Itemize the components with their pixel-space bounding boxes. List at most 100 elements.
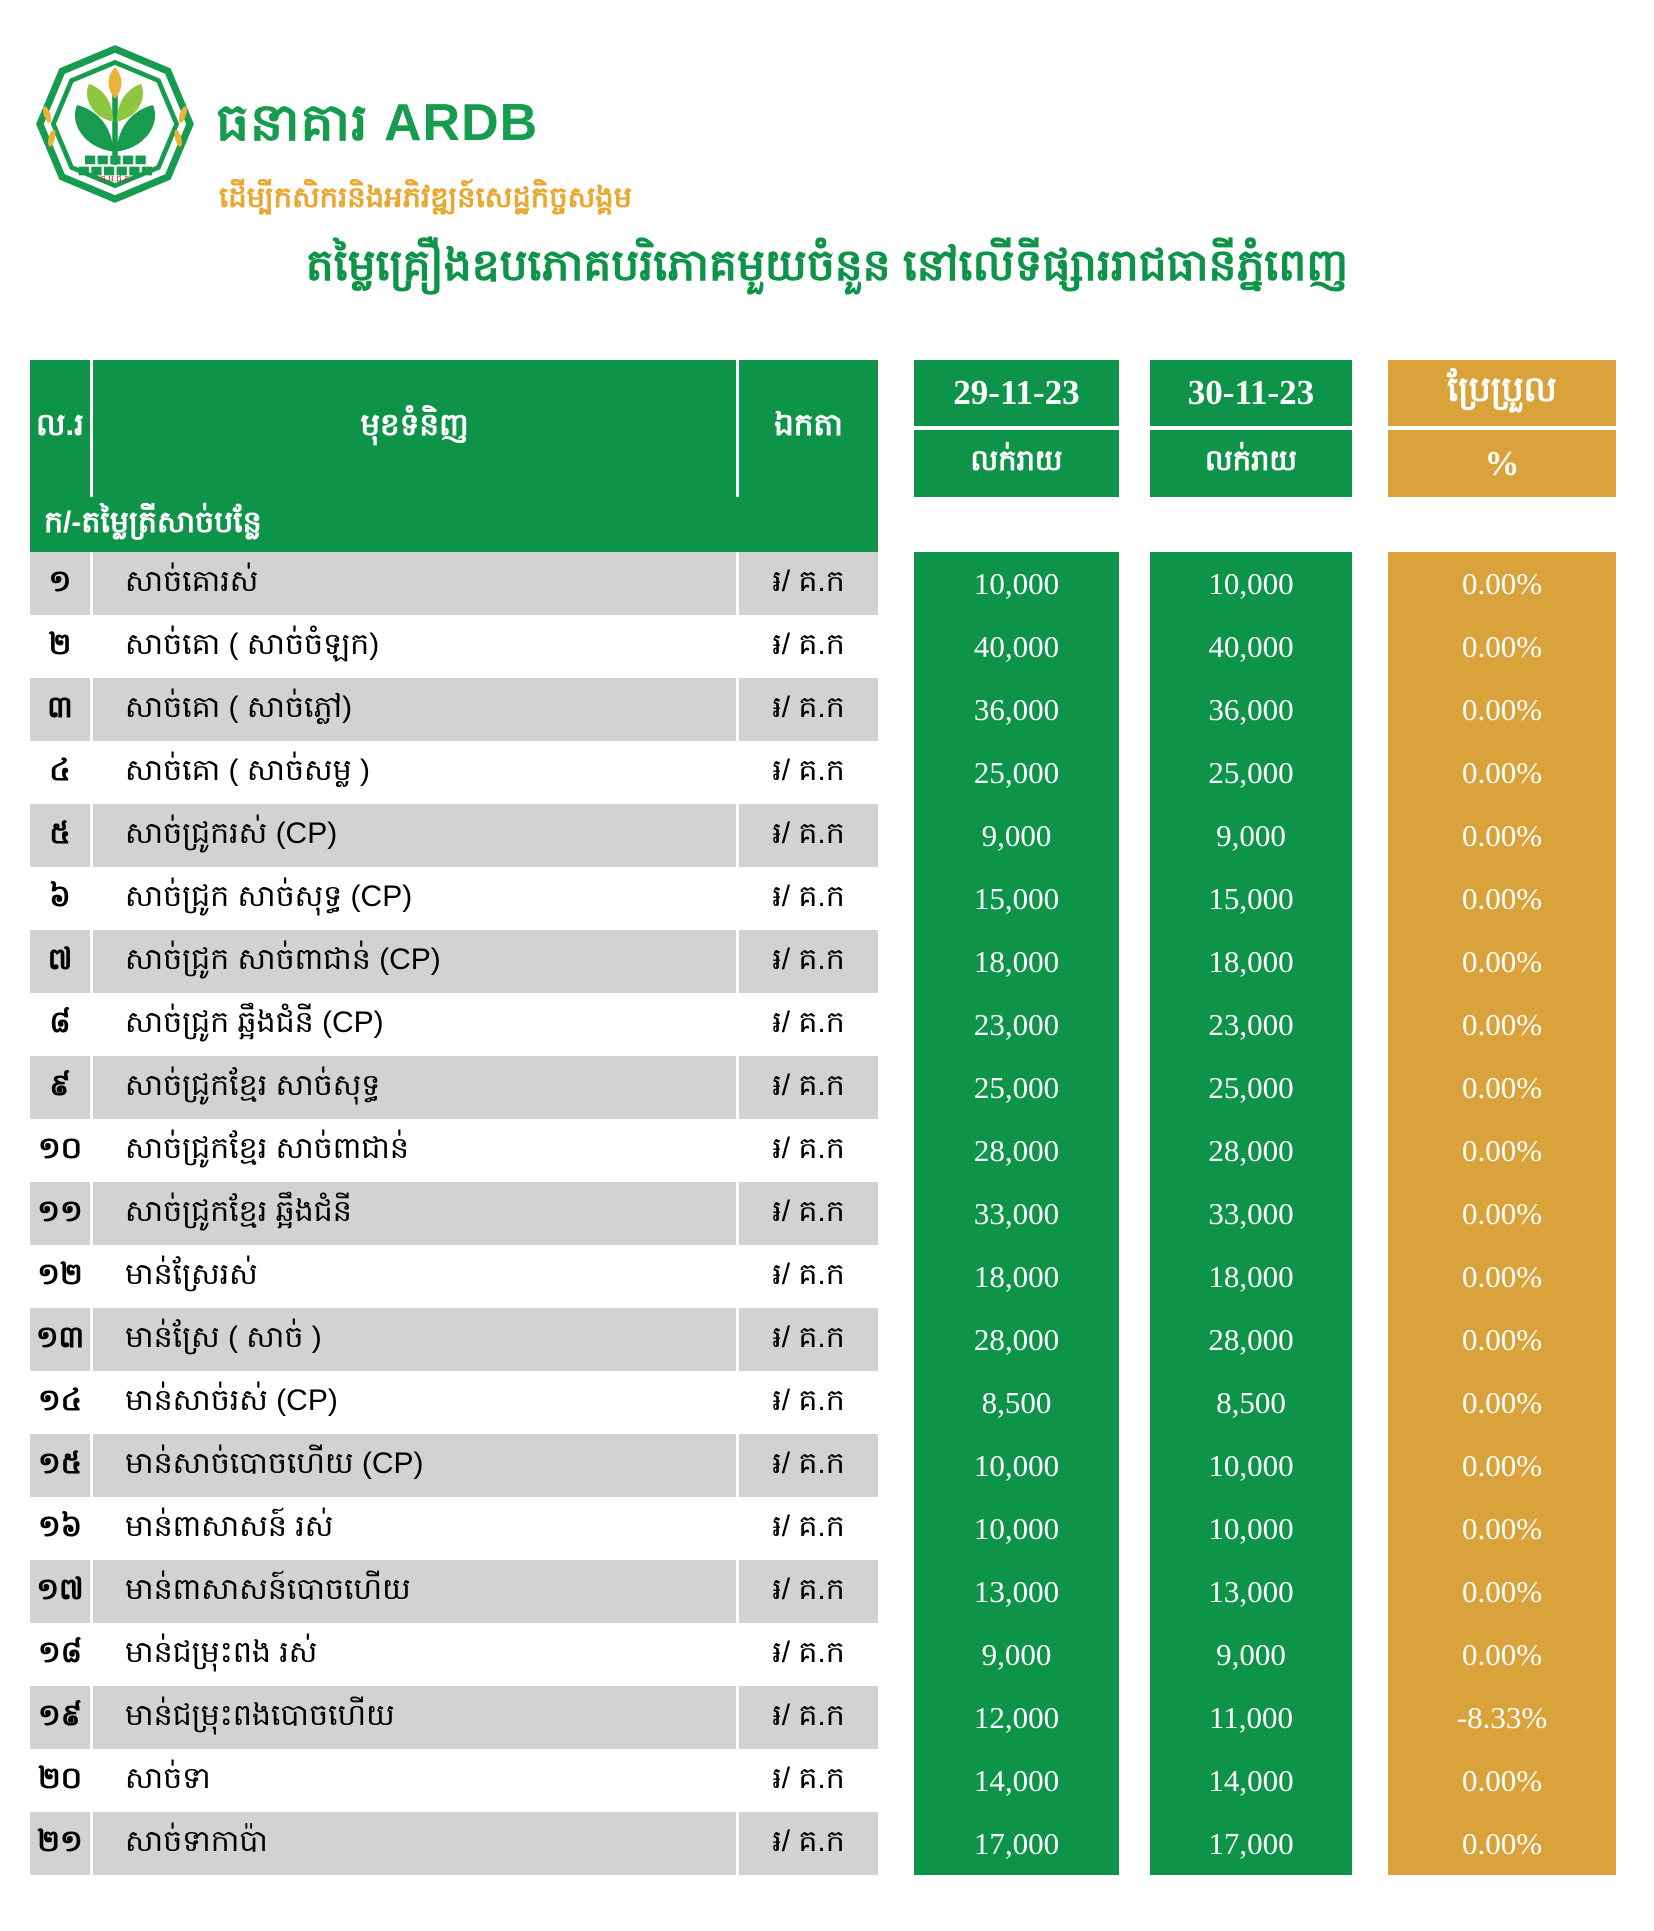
- change-cell: 0.00%: [1461, 1573, 1543, 1609]
- price-cell: 23,000: [973, 1006, 1060, 1042]
- row-number-cell: ១៦: [30, 1497, 93, 1560]
- row-number-cell: ៤: [30, 741, 93, 804]
- ardb-plant-emblem-icon: ធ.អ.ជ.ក: [36, 45, 194, 203]
- change-cell: 0.00%: [1461, 817, 1543, 853]
- table-row: ២០ សាច់ទា ៛/ គ.ក: [30, 1749, 878, 1812]
- unit-cell: ៛/ គ.ក: [772, 1446, 845, 1480]
- item-name-cell: សាច់ទាកាប៉ា: [93, 1812, 739, 1875]
- price-cell: 23,000: [1208, 1006, 1294, 1042]
- table-row: ២ សាច់គោ ( សាច់ចំឡក) ៛/ គ.ក: [30, 615, 878, 678]
- row-number-cell: ១៥: [30, 1434, 93, 1497]
- bank-tagline: ដើម្បីកសិករនិងអភិវឌ្ឍន៍សេដ្ឋកិច្ចសង្គម: [219, 182, 633, 214]
- unit-cell: ៛/ គ.ក: [772, 1509, 845, 1543]
- row-number-cell: ២: [30, 615, 93, 678]
- table-row: ៦ សាច់ជ្រូក សាច់សុទ្ធ (CP) ៛/ គ.ក: [30, 867, 878, 930]
- table-row: ២១ សាច់ទាកាប៉ា ៛/ គ.ក: [30, 1812, 878, 1875]
- price-cell: 17,000: [973, 1825, 1060, 1861]
- row-number-cell: ៦: [30, 867, 93, 930]
- row-number-cell: ៨: [30, 993, 93, 1056]
- header-change: ប្រែប្រួល: [1388, 360, 1616, 430]
- price-cell: 18,000: [1208, 1258, 1294, 1294]
- price-cell: 9,000: [981, 817, 1052, 853]
- col-change: 0.00% 0.00% 0.00% 0.00% 0.00% 0.00% 0.00% 0.00%…: [1388, 552, 1616, 1875]
- header-percent: %: [1484, 443, 1520, 483]
- unit-cell: ៛/ គ.ក: [772, 1824, 845, 1858]
- unit-cell: ៛/ គ.ក: [772, 1131, 845, 1165]
- price-cell: 14,000: [1208, 1762, 1294, 1798]
- price-cell: 36,000: [973, 691, 1060, 727]
- item-name-cell: សាច់ជ្រូកខ្មែរ សាច់សុទ្ធ: [93, 1056, 739, 1119]
- table-row: ១៧ មាន់ពាសាសន៍បោចហើយ ៛/ គ.ក: [30, 1560, 878, 1623]
- section-header: ក/-តម្លៃត្រីសាច់បន្លែ: [30, 497, 878, 552]
- unit-cell: ៛/ គ.ក: [772, 1761, 845, 1795]
- unit-cell: ៛/ គ.ក: [772, 1257, 845, 1291]
- change-cell: 0.00%: [1461, 1384, 1543, 1420]
- unit-cell: ៛/ គ.ក: [772, 1635, 845, 1669]
- item-name-cell: សាច់គោ ( សាច់ភ្លៅ): [93, 678, 739, 741]
- change-cell: 0.00%: [1461, 1258, 1543, 1294]
- unit-cell: ៛/ គ.ក: [772, 564, 845, 598]
- price-cell: 28,000: [973, 1132, 1060, 1168]
- table-row: ១១ សាច់ជ្រូកខ្មែរ ឆ្អឹងជំនី ៛/ គ.ក: [30, 1182, 878, 1245]
- price-cell: 28,000: [1208, 1132, 1294, 1168]
- header-date1: 29-11-23: [914, 360, 1119, 430]
- table-row: ១៤ មាន់សាច់រស់ (CP) ៛/ គ.ក: [30, 1371, 878, 1434]
- price-cell: 12,000: [973, 1699, 1060, 1735]
- price-cell: 9,000: [981, 1636, 1052, 1672]
- item-name-cell: មាន់សាច់រស់ (CP): [93, 1371, 739, 1434]
- change-cell: 0.00%: [1461, 565, 1543, 601]
- item-name-cell: មាន់ស្រែរស់: [93, 1245, 739, 1308]
- price-cell: 8,500: [1216, 1384, 1286, 1420]
- price-cell: 10,000: [1208, 1447, 1294, 1483]
- item-name-cell: សាច់ជ្រូក សាច់សុទ្ធ (CP): [93, 867, 739, 930]
- item-name-cell: សាច់ជ្រូក ឆ្អឹងជំនី (CP): [93, 993, 739, 1056]
- price-cell: 15,000: [973, 880, 1060, 916]
- emblem-caption: ធ.អ.ជ.ក: [100, 174, 129, 184]
- price-cell: 25,000: [1208, 754, 1294, 790]
- price-cell: 36,000: [1208, 691, 1294, 727]
- unit-cell: ៛/ គ.ក: [772, 816, 845, 850]
- row-number-cell: ១១: [30, 1182, 93, 1245]
- bank-name: ធនាគារ ARDB: [216, 94, 539, 152]
- table-row: ១៥ មាន់សាច់បោចហើយ (CP) ៛/ គ.ក: [30, 1434, 878, 1497]
- row-number-cell: ១: [30, 552, 93, 615]
- header-date2-col: 30-11-23 លក់រាយ: [1150, 360, 1352, 497]
- price-cell: 10,000: [973, 1447, 1060, 1483]
- price-cell: 40,000: [1208, 628, 1294, 664]
- change-cell: 0.00%: [1461, 1762, 1543, 1798]
- price-cell: 28,000: [1208, 1321, 1294, 1357]
- row-number-cell: ៧: [30, 930, 93, 993]
- unit-cell: ៛/ គ.ក: [772, 1698, 845, 1732]
- header-change-col: ប្រែប្រួល %: [1388, 360, 1616, 497]
- unit-cell: ៛/ គ.ក: [772, 1320, 845, 1354]
- item-name-cell: មាន់សាច់បោចហើយ (CP): [93, 1434, 739, 1497]
- item-name-cell: សាច់ជ្រូកខ្មែរ សាច់ពាជាន់: [93, 1119, 739, 1182]
- unit-cell: ៛/ គ.ក: [772, 690, 845, 724]
- table-row: ១៦ មាន់ពាសាសន៍ រស់ ៛/ គ.ក: [30, 1497, 878, 1560]
- price-cell: 25,000: [973, 1069, 1060, 1105]
- price-cell: 10,000: [1208, 1510, 1294, 1546]
- change-cell: -8.33%: [1456, 1699, 1548, 1735]
- row-number-cell: ២១: [30, 1812, 93, 1875]
- price-cell: 9,000: [1216, 1636, 1286, 1672]
- price-cell: 18,000: [973, 1258, 1060, 1294]
- price-cell: 25,000: [1208, 1069, 1294, 1105]
- change-cell: 0.00%: [1461, 1132, 1543, 1168]
- table-header-left: ល.រ មុខទំនិញ ឯកតា: [30, 360, 878, 497]
- unit-cell: ៛/ គ.ក: [772, 879, 845, 913]
- price-cell: 33,000: [973, 1195, 1060, 1231]
- price-cell: 11,000: [1208, 1699, 1294, 1735]
- header-retail2: លក់រាយ: [1204, 444, 1298, 477]
- row-number-cell: ១៤: [30, 1371, 93, 1434]
- row-number-cell: ១០: [30, 1119, 93, 1182]
- unit-cell: ៛/ គ.ក: [772, 1068, 845, 1102]
- unit-cell: ៛/ គ.ក: [772, 1572, 845, 1606]
- row-number-cell: ១៧: [30, 1560, 93, 1623]
- row-number-cell: ១៩: [30, 1686, 93, 1749]
- table-row: ៣ សាច់គោ ( សាច់ភ្លៅ) ៛/ គ.ក: [30, 678, 878, 741]
- price-cell: 40,000: [973, 628, 1060, 664]
- price-cell: 10,000: [973, 1510, 1060, 1546]
- change-cell: 0.00%: [1461, 1069, 1543, 1105]
- price-cell: 13,000: [1208, 1573, 1294, 1609]
- price-cell: 33,000: [1208, 1195, 1294, 1231]
